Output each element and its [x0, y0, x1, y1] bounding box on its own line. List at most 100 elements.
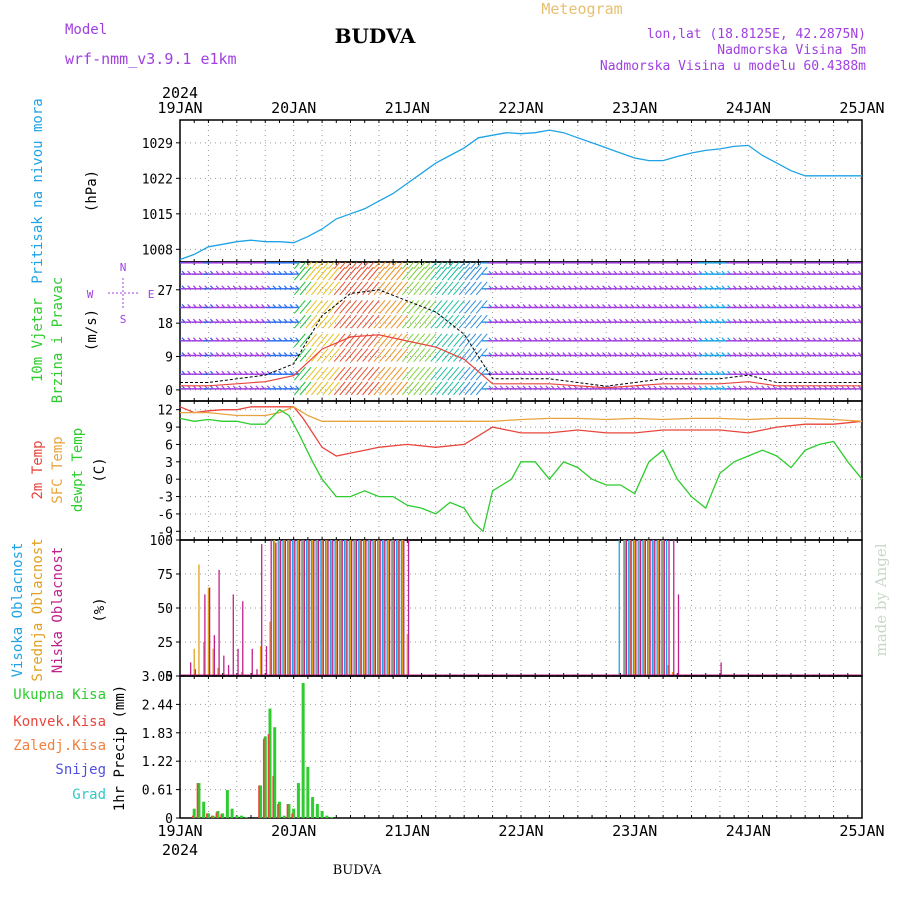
wind-barb: [316, 333, 329, 348]
wind-barb: [356, 262, 364, 270]
wind-barb: [345, 300, 357, 314]
wind-barb: [305, 366, 318, 381]
wind-barb: [339, 262, 347, 270]
top-year: 2024: [162, 84, 198, 102]
wind-barb-head: [857, 352, 862, 356]
wind-barb: [430, 266, 443, 281]
wind-barb: [401, 333, 414, 348]
y-tick-label: 75: [157, 568, 173, 583]
wind-barb: [458, 348, 471, 362]
y-tick-label: 50: [157, 602, 173, 617]
wind-barb: [367, 348, 380, 362]
wind-barb: [311, 281, 323, 296]
precip-bar: [325, 815, 329, 818]
wind-barb: [441, 381, 454, 396]
wind-barb: [453, 300, 465, 314]
wind-barb: [419, 262, 426, 270]
wind-barb: [350, 348, 363, 362]
wind-barb: [333, 300, 346, 314]
wind-barb: [407, 300, 420, 314]
wind-barb: [453, 381, 465, 396]
precip-bar: [211, 815, 215, 818]
wind-barb: [413, 366, 426, 381]
wind-barb: [407, 348, 420, 362]
wind-barb: [396, 366, 409, 381]
precip-bar: [330, 817, 334, 818]
precip-bar: [191, 815, 194, 818]
wind-barb: [373, 262, 381, 270]
wind-barb: [436, 314, 448, 329]
precip-bar: [282, 815, 286, 818]
wind-barb: [430, 262, 438, 270]
wind-barb: [384, 348, 397, 362]
compass-label: W: [87, 288, 94, 301]
wind-barb: [470, 300, 482, 314]
wind-barb: [436, 262, 443, 270]
precip-bar: [292, 808, 296, 818]
wind-barb: [464, 266, 477, 281]
bottom-date-label: 22JAN: [498, 822, 543, 840]
wind-barb: [316, 348, 329, 362]
precip-legend-item: Zaledj.Kisa: [13, 738, 106, 754]
wind-barb: [384, 314, 397, 329]
wind-barb-head: [295, 285, 300, 290]
wind-barb: [441, 333, 454, 348]
wind-barb: [430, 366, 443, 381]
wind-barb: [367, 381, 380, 396]
wind-barb: [293, 262, 301, 270]
y-tick-label: 1.83: [142, 727, 173, 742]
wind-barb: [453, 262, 460, 270]
wind-barb: [322, 314, 335, 329]
wind-barb: [436, 300, 448, 314]
wind-barb: [305, 262, 313, 270]
wind-barb: [362, 366, 374, 381]
wind-barb: [436, 381, 448, 396]
footer-title: BUDVA: [333, 863, 382, 878]
wind-barb: [436, 366, 448, 381]
wind-barb: [430, 333, 443, 348]
wind-barb: [475, 266, 488, 281]
wind-barb: [305, 281, 318, 296]
pressure-line: [179, 129, 862, 261]
wind-barb-head: [295, 304, 300, 308]
wind-barb: [333, 348, 346, 362]
wind-barb: [475, 262, 483, 270]
wind-barb: [339, 300, 352, 314]
wind-barb-head: [857, 285, 862, 290]
y-tick-label: -9: [157, 525, 173, 540]
wind-gust-line: [180, 334, 862, 389]
wind-barb: [430, 300, 443, 314]
wind-barb: [475, 348, 488, 362]
wind-barb: [322, 281, 335, 296]
wind-barb: [390, 266, 403, 281]
y-tick-label: 12: [157, 404, 173, 419]
wind-barbs: [180, 262, 862, 396]
wind-barb: [470, 266, 482, 281]
wind-barb: [401, 266, 414, 281]
wind-barb: [390, 366, 403, 381]
wind-barb: [316, 300, 329, 314]
precip-bar: [272, 776, 275, 818]
wind-barb-head: [295, 337, 300, 342]
wind-barb: [362, 300, 374, 314]
wind-barb: [362, 281, 374, 296]
wind-barb: [413, 348, 426, 362]
precip-bar: [268, 708, 272, 818]
wind-barb: [345, 333, 357, 348]
wind-barb: [447, 262, 455, 270]
bottom-date-label: 23JAN: [612, 822, 657, 840]
wind-unit-label: (m/s): [84, 309, 100, 351]
wind-barb: [475, 381, 488, 396]
wind-barb: [419, 366, 431, 381]
wind-barb: [311, 381, 323, 396]
wind-barb: [305, 348, 318, 362]
precip-legend-item: Ukupna Kisa: [13, 687, 106, 703]
wind-barb: [362, 314, 374, 329]
wind-barb: [470, 348, 482, 362]
wind-barb: [396, 300, 409, 314]
pressure-axis-label: Pritisak na nivou mora: [30, 98, 46, 283]
wind-barb: [356, 314, 369, 329]
precip-legend-item: Snijeg: [55, 762, 106, 778]
wind-barb: [441, 281, 454, 296]
